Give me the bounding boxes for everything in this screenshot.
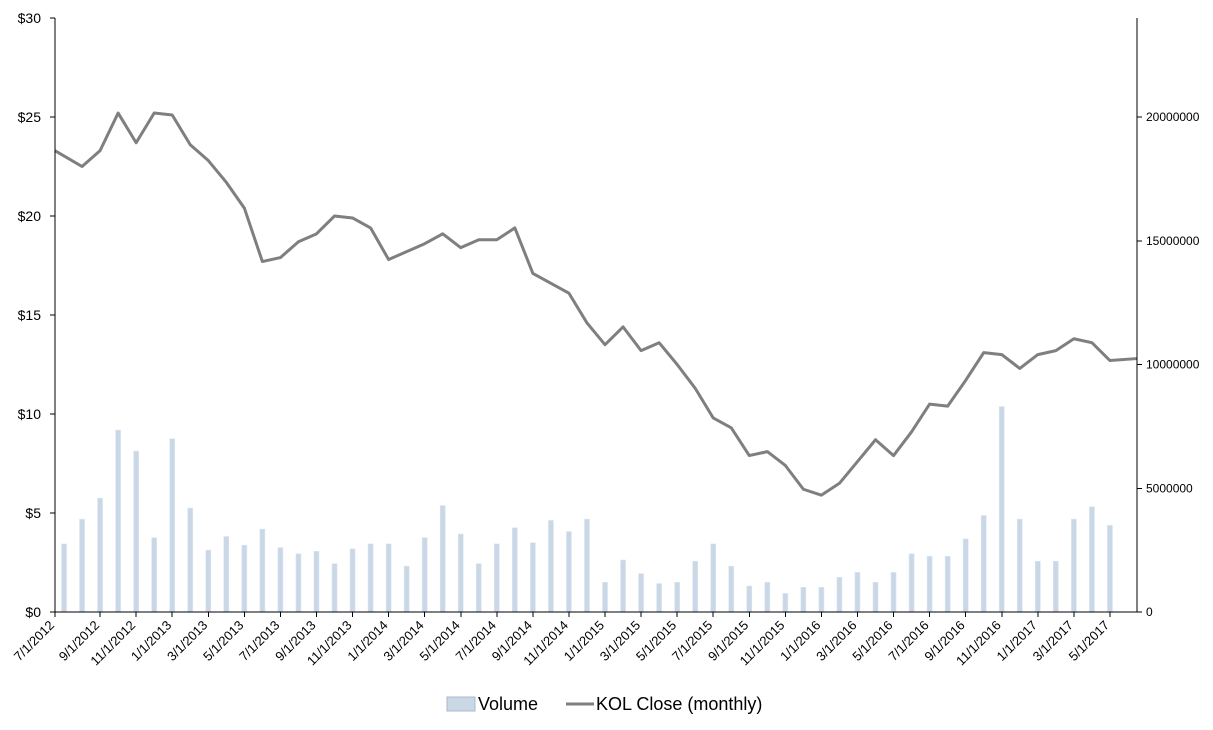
volume-bar <box>710 543 717 613</box>
volume-bar <box>187 507 194 613</box>
volume-bar <box>926 556 933 613</box>
y-left-tick-label: $30 <box>18 10 42 26</box>
volume-bar <box>133 450 139 613</box>
volume-bar <box>674 581 680 613</box>
volume-bar <box>728 565 735 613</box>
volume-bar <box>1107 525 1113 613</box>
volume-bar <box>241 544 248 613</box>
close-line <box>54 111 1138 497</box>
volume-bar <box>1071 518 1077 613</box>
volume-bar <box>908 553 915 613</box>
volume-bar <box>854 572 861 613</box>
x-tick-label: 5/1/2017 <box>1066 618 1112 664</box>
volume-bar <box>584 518 590 613</box>
volume-bar <box>638 573 644 613</box>
volume-bar <box>530 542 536 613</box>
volume-bar <box>367 543 374 613</box>
volume-bar <box>457 533 464 613</box>
volume-bar <box>1035 560 1041 613</box>
volume-bar <box>764 581 771 613</box>
volume-bar <box>836 577 843 613</box>
y-left-tick-label: $20 <box>18 208 42 224</box>
volume-bar <box>385 543 392 613</box>
volume-bar <box>890 572 897 613</box>
volume-bar <box>259 528 266 613</box>
y-right-tick-label: 20000000 <box>1146 110 1200 124</box>
y-right-tick-label: 10000000 <box>1146 358 1200 372</box>
volume-bar <box>656 583 662 613</box>
legend-label-close: KOL Close (monthly) <box>596 694 762 714</box>
volume-bar <box>872 581 879 613</box>
volume-bar <box>115 429 121 613</box>
volume-bar <box>349 548 356 613</box>
volume-bar <box>980 515 987 613</box>
y-right-tick-label: 0 <box>1146 605 1153 619</box>
y-left-tick-label: $10 <box>18 406 42 422</box>
volume-bar <box>277 547 284 613</box>
y-left-tick-label: $25 <box>18 109 42 125</box>
volume-bar <box>944 556 951 613</box>
volume-bar <box>61 543 67 613</box>
volume-bar <box>475 563 482 613</box>
volume-bar <box>295 553 302 613</box>
volume-bar <box>962 538 969 613</box>
legend-swatch-volume <box>446 696 476 712</box>
x-tick-label: 7/1/2012 <box>11 618 57 664</box>
legend: Volume KOL Close (monthly) <box>446 694 762 714</box>
volume-bar <box>512 527 518 613</box>
y-right-tick-label: 5000000 <box>1146 481 1193 495</box>
legend-label-volume: Volume <box>478 694 538 714</box>
volume-bar <box>331 563 338 613</box>
volume-bar <box>79 518 85 613</box>
close-line-layer <box>54 111 1138 497</box>
volume-bar <box>223 536 230 613</box>
volume-bar <box>313 551 320 613</box>
volume-bar <box>566 531 572 613</box>
volume-bar <box>169 438 176 613</box>
volume-bar <box>998 406 1005 613</box>
volume-bar <box>800 586 807 613</box>
volume-bar <box>782 593 789 613</box>
volume-bar <box>602 581 608 613</box>
volume-bar <box>494 543 500 613</box>
volume-bar <box>818 586 825 613</box>
volume-bar <box>746 585 753 613</box>
volume-bar <box>97 497 103 613</box>
volume-bar <box>421 537 428 613</box>
volume-bar <box>1089 506 1095 613</box>
volume-bar <box>205 549 212 613</box>
y-right-tick-label: 15000000 <box>1146 234 1200 248</box>
volume-bar <box>403 565 410 613</box>
volume-bar <box>439 505 446 613</box>
y-left-tick-label: $0 <box>25 604 41 620</box>
volume-bar <box>548 520 554 613</box>
y-left-tick-label: $5 <box>25 505 41 521</box>
volume-bar <box>1016 518 1023 613</box>
volume-bar <box>620 559 626 613</box>
volume-bar <box>692 560 698 613</box>
volume-bar <box>151 537 157 613</box>
y-left-tick-label: $15 <box>18 307 42 323</box>
volume-bar <box>1053 560 1059 613</box>
volume-bars <box>61 406 1113 613</box>
